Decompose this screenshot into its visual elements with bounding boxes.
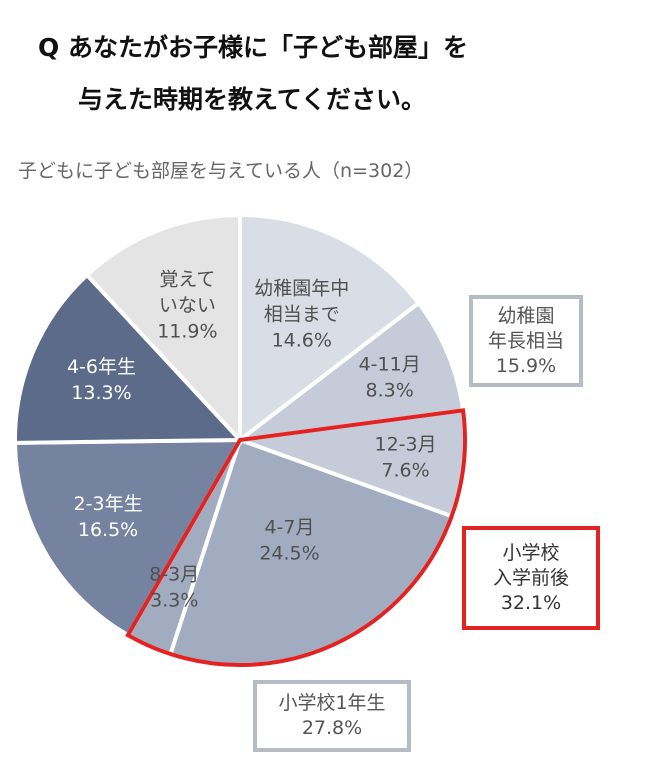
title-line-1: Q あなたがお子様に「子ども部屋」を: [38, 33, 468, 62]
callout-line: 入学前後: [492, 566, 569, 589]
highlight-outline: [125, 408, 467, 667]
slice-name-label: 覚えて: [159, 268, 215, 290]
slice-value-label: 3.3%: [150, 590, 198, 612]
callout-line: 小学校: [502, 541, 560, 564]
pie-slice: [12, 437, 244, 638]
pie-slice: [13, 272, 245, 445]
slice-value-label: 8.3%: [366, 380, 414, 402]
slice-value-label: 14.6%: [272, 329, 332, 351]
slice-name-label: 幼稚園年中: [254, 277, 349, 299]
slice-value-label: 16.5%: [78, 519, 138, 541]
slice-name-label: 相当まで: [264, 303, 340, 325]
title-line-2: 与えた時期を教えてください。: [78, 85, 427, 114]
slice-name-label: 4-6年生: [67, 356, 136, 378]
slice-label: 4-6年生 13.3%: [67, 356, 136, 404]
callout-line: 幼稚園: [497, 304, 555, 327]
pie-slice: [232, 300, 466, 443]
slice-name-label: いない: [159, 294, 216, 316]
slice-value-label: 11.9%: [157, 320, 217, 342]
slice-name-label: 2-3年生: [74, 493, 143, 515]
slice-value-label: 24.5%: [259, 543, 319, 565]
pie-slice: [84, 212, 242, 446]
chart-subtitle: 子どもに子ども部屋を与えている人（n=302）: [18, 160, 424, 182]
slice-name-label: 12-3月: [374, 433, 436, 455]
callout-value: 27.8%: [301, 717, 363, 739]
slice-name-label: 4-11月: [359, 354, 421, 376]
callout-value: 32.1%: [500, 591, 562, 614]
pie-slice: [238, 212, 422, 445]
callout-value: 15.9%: [495, 354, 557, 377]
slice-label: 2-3年生 16.5%: [74, 493, 143, 541]
slice-value-label: 13.3%: [71, 382, 131, 404]
callout-kindergarten-senior: 幼稚園 年長相当 15.9%: [469, 295, 583, 387]
slice-label: 8-3月 3.3%: [149, 564, 199, 612]
callout-first-grade: 小学校1年生 27.8%: [253, 680, 411, 752]
callout-line: 年長相当: [487, 329, 564, 352]
slice-label: 12-3月 7.6%: [374, 433, 436, 481]
callout-line: 小学校1年生: [278, 692, 386, 714]
slice-label: 4-7月 24.5%: [259, 517, 319, 565]
slice-label: 4-11月 8.3%: [359, 354, 421, 402]
callout-school-entry: 小学校 入学前後 32.1%: [462, 526, 600, 630]
slice-name-label: 4-7月: [264, 517, 314, 539]
slice-value-label: 7.6%: [381, 459, 429, 481]
slice-name-label: 8-3月: [149, 564, 199, 586]
